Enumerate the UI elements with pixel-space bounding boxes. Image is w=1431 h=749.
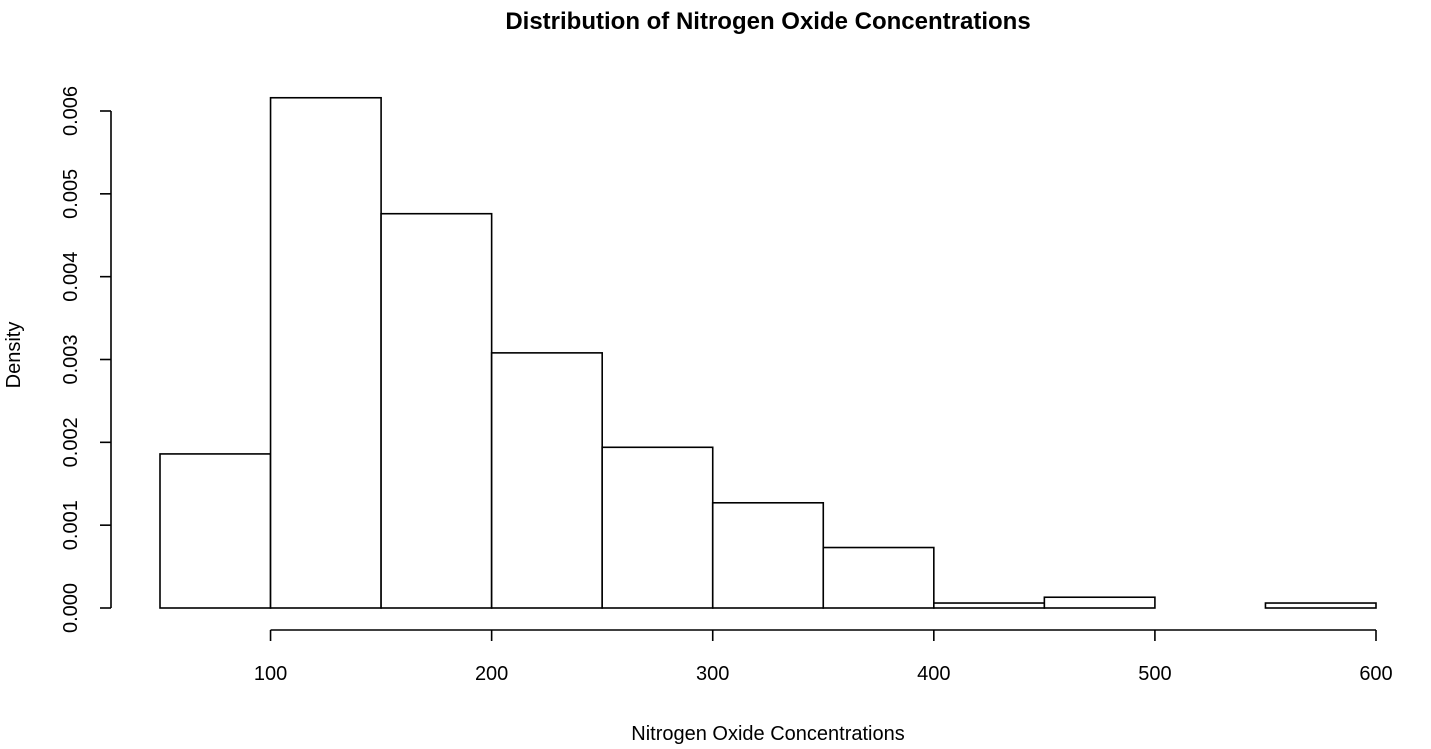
x-tick-label: 300 bbox=[696, 663, 729, 685]
histogram-bar bbox=[933, 602, 1046, 609]
x-tick-label: 400 bbox=[917, 663, 950, 685]
histogram-bar bbox=[269, 96, 382, 609]
histogram-bar bbox=[822, 546, 935, 609]
chart-title: Distribution of Nitrogen Oxide Concentra… bbox=[505, 8, 1030, 35]
x-axis-label: Nitrogen Oxide Concentrations bbox=[631, 723, 904, 745]
x-tick-label: 600 bbox=[1359, 663, 1392, 685]
y-tick-label: 0.002 bbox=[60, 417, 82, 467]
y-tick-label: 0.004 bbox=[60, 252, 82, 302]
y-axis-label: Density bbox=[3, 322, 25, 389]
histogram-bar bbox=[490, 352, 603, 609]
histogram-bar bbox=[159, 453, 272, 609]
histogram-bar bbox=[1264, 602, 1377, 609]
histogram-bars bbox=[159, 96, 1377, 609]
histogram-bar bbox=[1043, 596, 1156, 609]
histogram-bar bbox=[711, 501, 825, 609]
y-tick-label: 0.001 bbox=[60, 500, 82, 550]
y-tick-label: 0.000 bbox=[60, 583, 82, 633]
histogram-bar bbox=[601, 446, 714, 609]
histogram-bar bbox=[380, 212, 493, 609]
x-axis: 100 200 300 400 500 600 bbox=[254, 629, 1393, 685]
x-tick-label: 200 bbox=[475, 663, 508, 685]
y-tick-label: 0.006 bbox=[60, 86, 82, 136]
x-tick-label: 100 bbox=[254, 663, 287, 685]
y-tick-label: 0.003 bbox=[60, 334, 82, 384]
x-tick-label: 500 bbox=[1138, 663, 1171, 685]
y-tick-label: 0.005 bbox=[60, 169, 82, 219]
y-axis: 0.000 0.001 0.002 0.003 0.004 0.005 0.006 bbox=[60, 86, 112, 633]
